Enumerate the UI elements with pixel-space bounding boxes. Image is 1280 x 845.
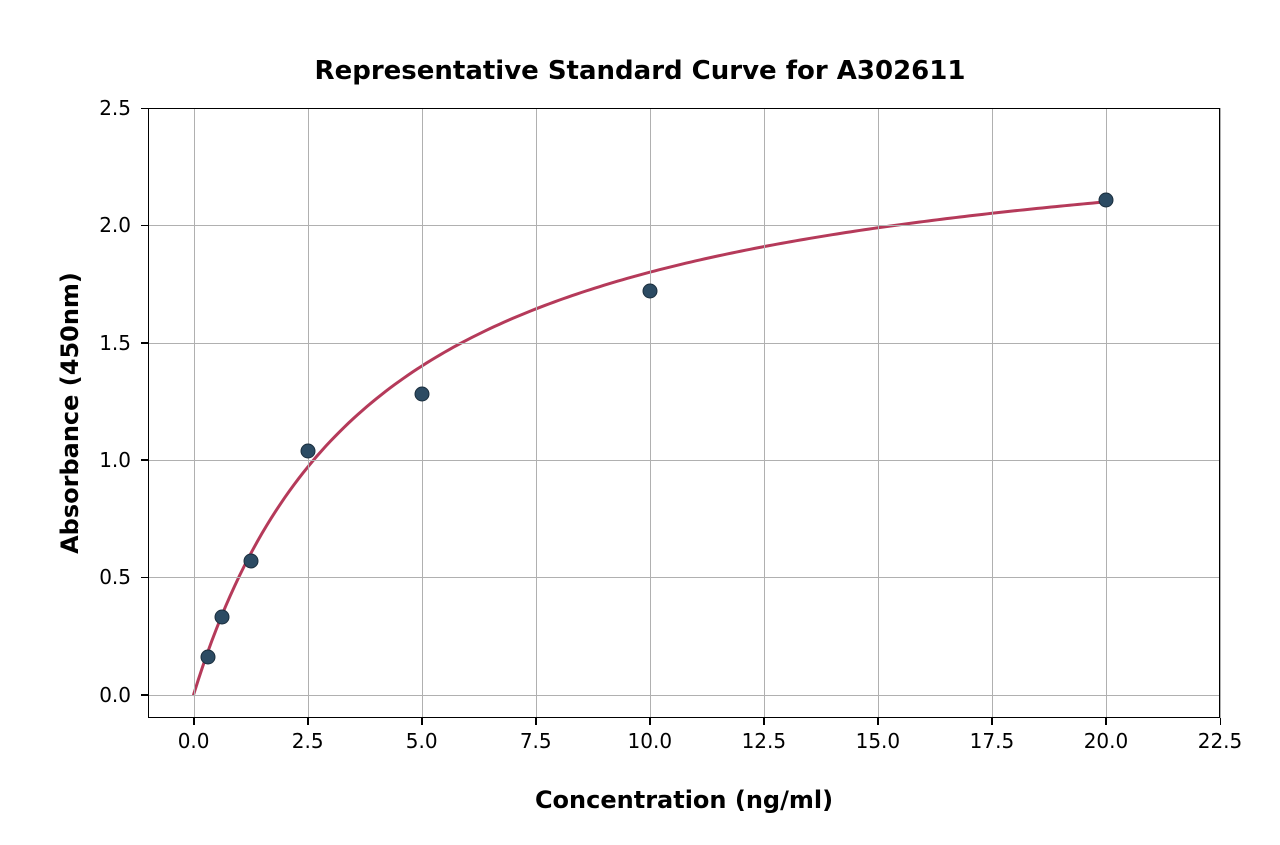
gridline-v (650, 108, 651, 718)
gridline-h (148, 695, 1220, 696)
gridline-v (194, 108, 195, 718)
figure: Representative Standard Curve for A30261… (0, 0, 1280, 845)
x-tick-label: 7.5 (520, 729, 552, 753)
data-point (243, 553, 258, 568)
y-tick-label: 0.0 (91, 683, 131, 707)
gridline-h (148, 577, 1220, 578)
x-tick (307, 718, 309, 725)
x-tick-label: 10.0 (628, 729, 673, 753)
chart-title: Representative Standard Curve for A30261… (0, 56, 1280, 86)
data-point (200, 650, 215, 665)
data-point (300, 443, 315, 458)
x-tick-label: 2.5 (292, 729, 324, 753)
gridline-h (148, 460, 1220, 461)
x-tick (421, 718, 423, 725)
x-tick (1220, 718, 1222, 725)
x-tick (193, 718, 195, 725)
x-tick-label: 22.5 (1198, 729, 1243, 753)
x-tick-label: 0.0 (178, 729, 210, 753)
y-tick (141, 108, 148, 110)
data-point (642, 284, 657, 299)
gridline-v (1220, 108, 1221, 718)
plot-border (148, 108, 1220, 718)
data-point (1098, 192, 1113, 207)
x-tick (991, 718, 993, 725)
x-tick (1105, 718, 1107, 725)
x-tick-label: 17.5 (970, 729, 1015, 753)
y-tick (141, 577, 148, 579)
x-tick (649, 718, 651, 725)
gridline-v (878, 108, 879, 718)
y-tick-label: 1.5 (91, 331, 131, 355)
y-tick (141, 694, 148, 696)
gridline-v (308, 108, 309, 718)
x-tick-label: 20.0 (1084, 729, 1129, 753)
y-tick (141, 459, 148, 461)
y-tick (141, 342, 148, 344)
fit-curve (148, 108, 1220, 718)
y-tick (141, 225, 148, 227)
x-tick (763, 718, 765, 725)
y-tick-label: 2.0 (91, 213, 131, 237)
gridline-v (422, 108, 423, 718)
y-tick-label: 1.0 (91, 448, 131, 472)
gridline-h (148, 108, 1220, 109)
y-tick-label: 2.5 (91, 96, 131, 120)
data-point (215, 610, 230, 625)
gridline-h (148, 343, 1220, 344)
gridline-v (992, 108, 993, 718)
data-point (414, 387, 429, 402)
plot-area (148, 108, 1220, 718)
x-tick (535, 718, 537, 725)
x-tick-label: 12.5 (742, 729, 787, 753)
x-tick-label: 15.0 (856, 729, 901, 753)
x-axis-label: Concentration (ng/ml) (148, 786, 1220, 814)
y-tick-label: 0.5 (91, 565, 131, 589)
y-axis-label: Absorbance (450nm) (56, 108, 84, 718)
x-tick-label: 5.0 (406, 729, 438, 753)
x-tick (877, 718, 879, 725)
gridline-h (148, 225, 1220, 226)
gridline-v (536, 108, 537, 718)
gridline-v (764, 108, 765, 718)
